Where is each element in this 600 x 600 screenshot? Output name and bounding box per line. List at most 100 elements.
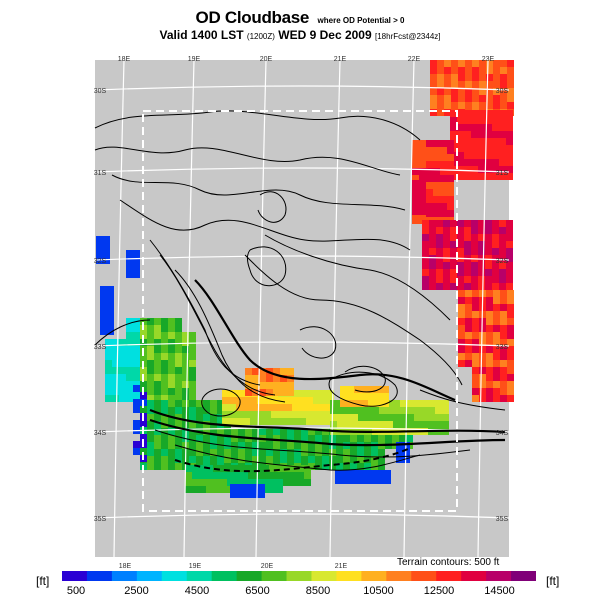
grid-label: 18E [118, 56, 131, 63]
cloudbase-cell [322, 435, 329, 442]
cloudbase-cell [429, 269, 436, 276]
cloudbase-cell [189, 381, 196, 388]
cloudbase-cell [133, 332, 140, 339]
grid-label: 35S [94, 516, 107, 523]
cloudbase-cell [437, 102, 444, 109]
cloudbase-cell [428, 400, 435, 407]
cloudbase-cell [308, 435, 315, 442]
cloudbase-cell [478, 269, 485, 276]
cloudbase-cell [471, 138, 478, 145]
cloudbase-cell [182, 367, 189, 374]
cloudbase-cell [308, 463, 315, 470]
cloudbase-cell [471, 110, 478, 117]
cloudbase-cell [458, 332, 465, 339]
cloudbase-cell [372, 421, 379, 428]
cloudbase-cell [154, 353, 161, 360]
run-info: [18hrFcst@2344z] [375, 32, 441, 41]
cloudbase-cell [457, 110, 464, 117]
terrain-contour [246, 246, 287, 287]
cloudbase-cell [154, 400, 161, 407]
cloudbase-cell [351, 421, 358, 428]
cloudbase-cell [230, 484, 237, 491]
cloudbase-cell [457, 152, 464, 159]
cloudbase-cell [220, 486, 227, 493]
cloudbase-cell [465, 74, 472, 81]
cloudbase-cell [440, 161, 447, 168]
cloudbase-cell [471, 248, 478, 255]
cloudbase-cell [478, 166, 485, 173]
cloudbase-cell [112, 388, 119, 395]
cloudbase-cell [499, 124, 506, 131]
cloudbase-cell [368, 386, 375, 393]
cloudbase-cell [224, 449, 231, 456]
cloudbase-cell [433, 210, 440, 217]
cloudbase-cell [294, 442, 301, 449]
cloudbase-cell [407, 400, 414, 407]
cloudbase-cell [147, 442, 154, 449]
cloudbase-cell [280, 442, 287, 449]
cloudbase-cell [330, 421, 337, 428]
cloudbase-cell [342, 477, 349, 484]
cloudbase-cell [407, 407, 414, 414]
cloudbase-cell [465, 318, 472, 325]
cloudbase-cell [412, 180, 419, 187]
cloudbase-cell [433, 147, 440, 154]
cloudbase-cell [361, 386, 368, 393]
cloudbase-cell [437, 74, 444, 81]
cloudbase-cell [493, 325, 500, 332]
cloudbase-cell [168, 381, 175, 388]
cloudbase-cell [273, 375, 280, 382]
cloudbase-cell [266, 382, 273, 389]
cloudbase-cell [457, 124, 464, 131]
cloudbase-cell [217, 442, 224, 449]
cloudbase-cell [213, 486, 220, 493]
cloudbase-cell [472, 374, 479, 381]
cloudbase-cell [479, 395, 486, 402]
cloudbase-cell [479, 381, 486, 388]
cloudbase-cell [280, 375, 287, 382]
cloudbase-cell [313, 397, 320, 404]
cloudbase-cell [486, 311, 493, 318]
cloudbase-cell [280, 456, 287, 463]
cloudbase-cell [421, 421, 428, 428]
grid-label: 35S [496, 516, 509, 523]
colorbar-swatch [261, 571, 288, 581]
cloudbase-cell [429, 234, 436, 241]
cloudbase-cell [506, 234, 513, 241]
cloudbase-cell [292, 404, 299, 411]
cloudbase-cell [203, 414, 210, 421]
cloudbase-cell [500, 74, 507, 81]
cloudbase-cell [199, 486, 206, 493]
cloudbase-cell [306, 418, 313, 425]
cloudbase-cell [304, 479, 311, 486]
cloudbase-cell [400, 414, 407, 421]
cloudbase-cell [507, 67, 514, 74]
cloudbase-cell [255, 472, 262, 479]
cloudbase-cell [500, 374, 507, 381]
cloudbase-cell [252, 428, 259, 435]
cloudbase-cell [506, 248, 513, 255]
cloudbase-cell [126, 332, 133, 339]
cloudbase-cell [464, 269, 471, 276]
cloudbase-cell [105, 339, 112, 346]
cloudbase-cell [429, 220, 436, 227]
cloudbase-cell [486, 74, 493, 81]
cloudbase-cell [206, 486, 213, 493]
cloudbase-cell [287, 435, 294, 442]
cloudbase-cell [451, 88, 458, 95]
cloudbase-cell [479, 388, 486, 395]
cloudbase-cell [412, 187, 419, 194]
cloudbase-cell [229, 397, 236, 404]
cloudbase-cell [250, 404, 257, 411]
cloudbase-cell [492, 131, 499, 138]
cloudbase-cell [161, 414, 168, 421]
cloudbase-cell [236, 390, 243, 397]
cloudbase-cell [147, 318, 154, 325]
cloudbase-cell [133, 250, 140, 257]
cloudbase-cell [492, 166, 499, 173]
cloudbase-cell [189, 346, 196, 353]
cloudbase-cell [506, 152, 513, 159]
cloudbase-cell [199, 465, 206, 472]
cloudbase-cell [264, 404, 271, 411]
cloudbase-cell [245, 368, 252, 375]
